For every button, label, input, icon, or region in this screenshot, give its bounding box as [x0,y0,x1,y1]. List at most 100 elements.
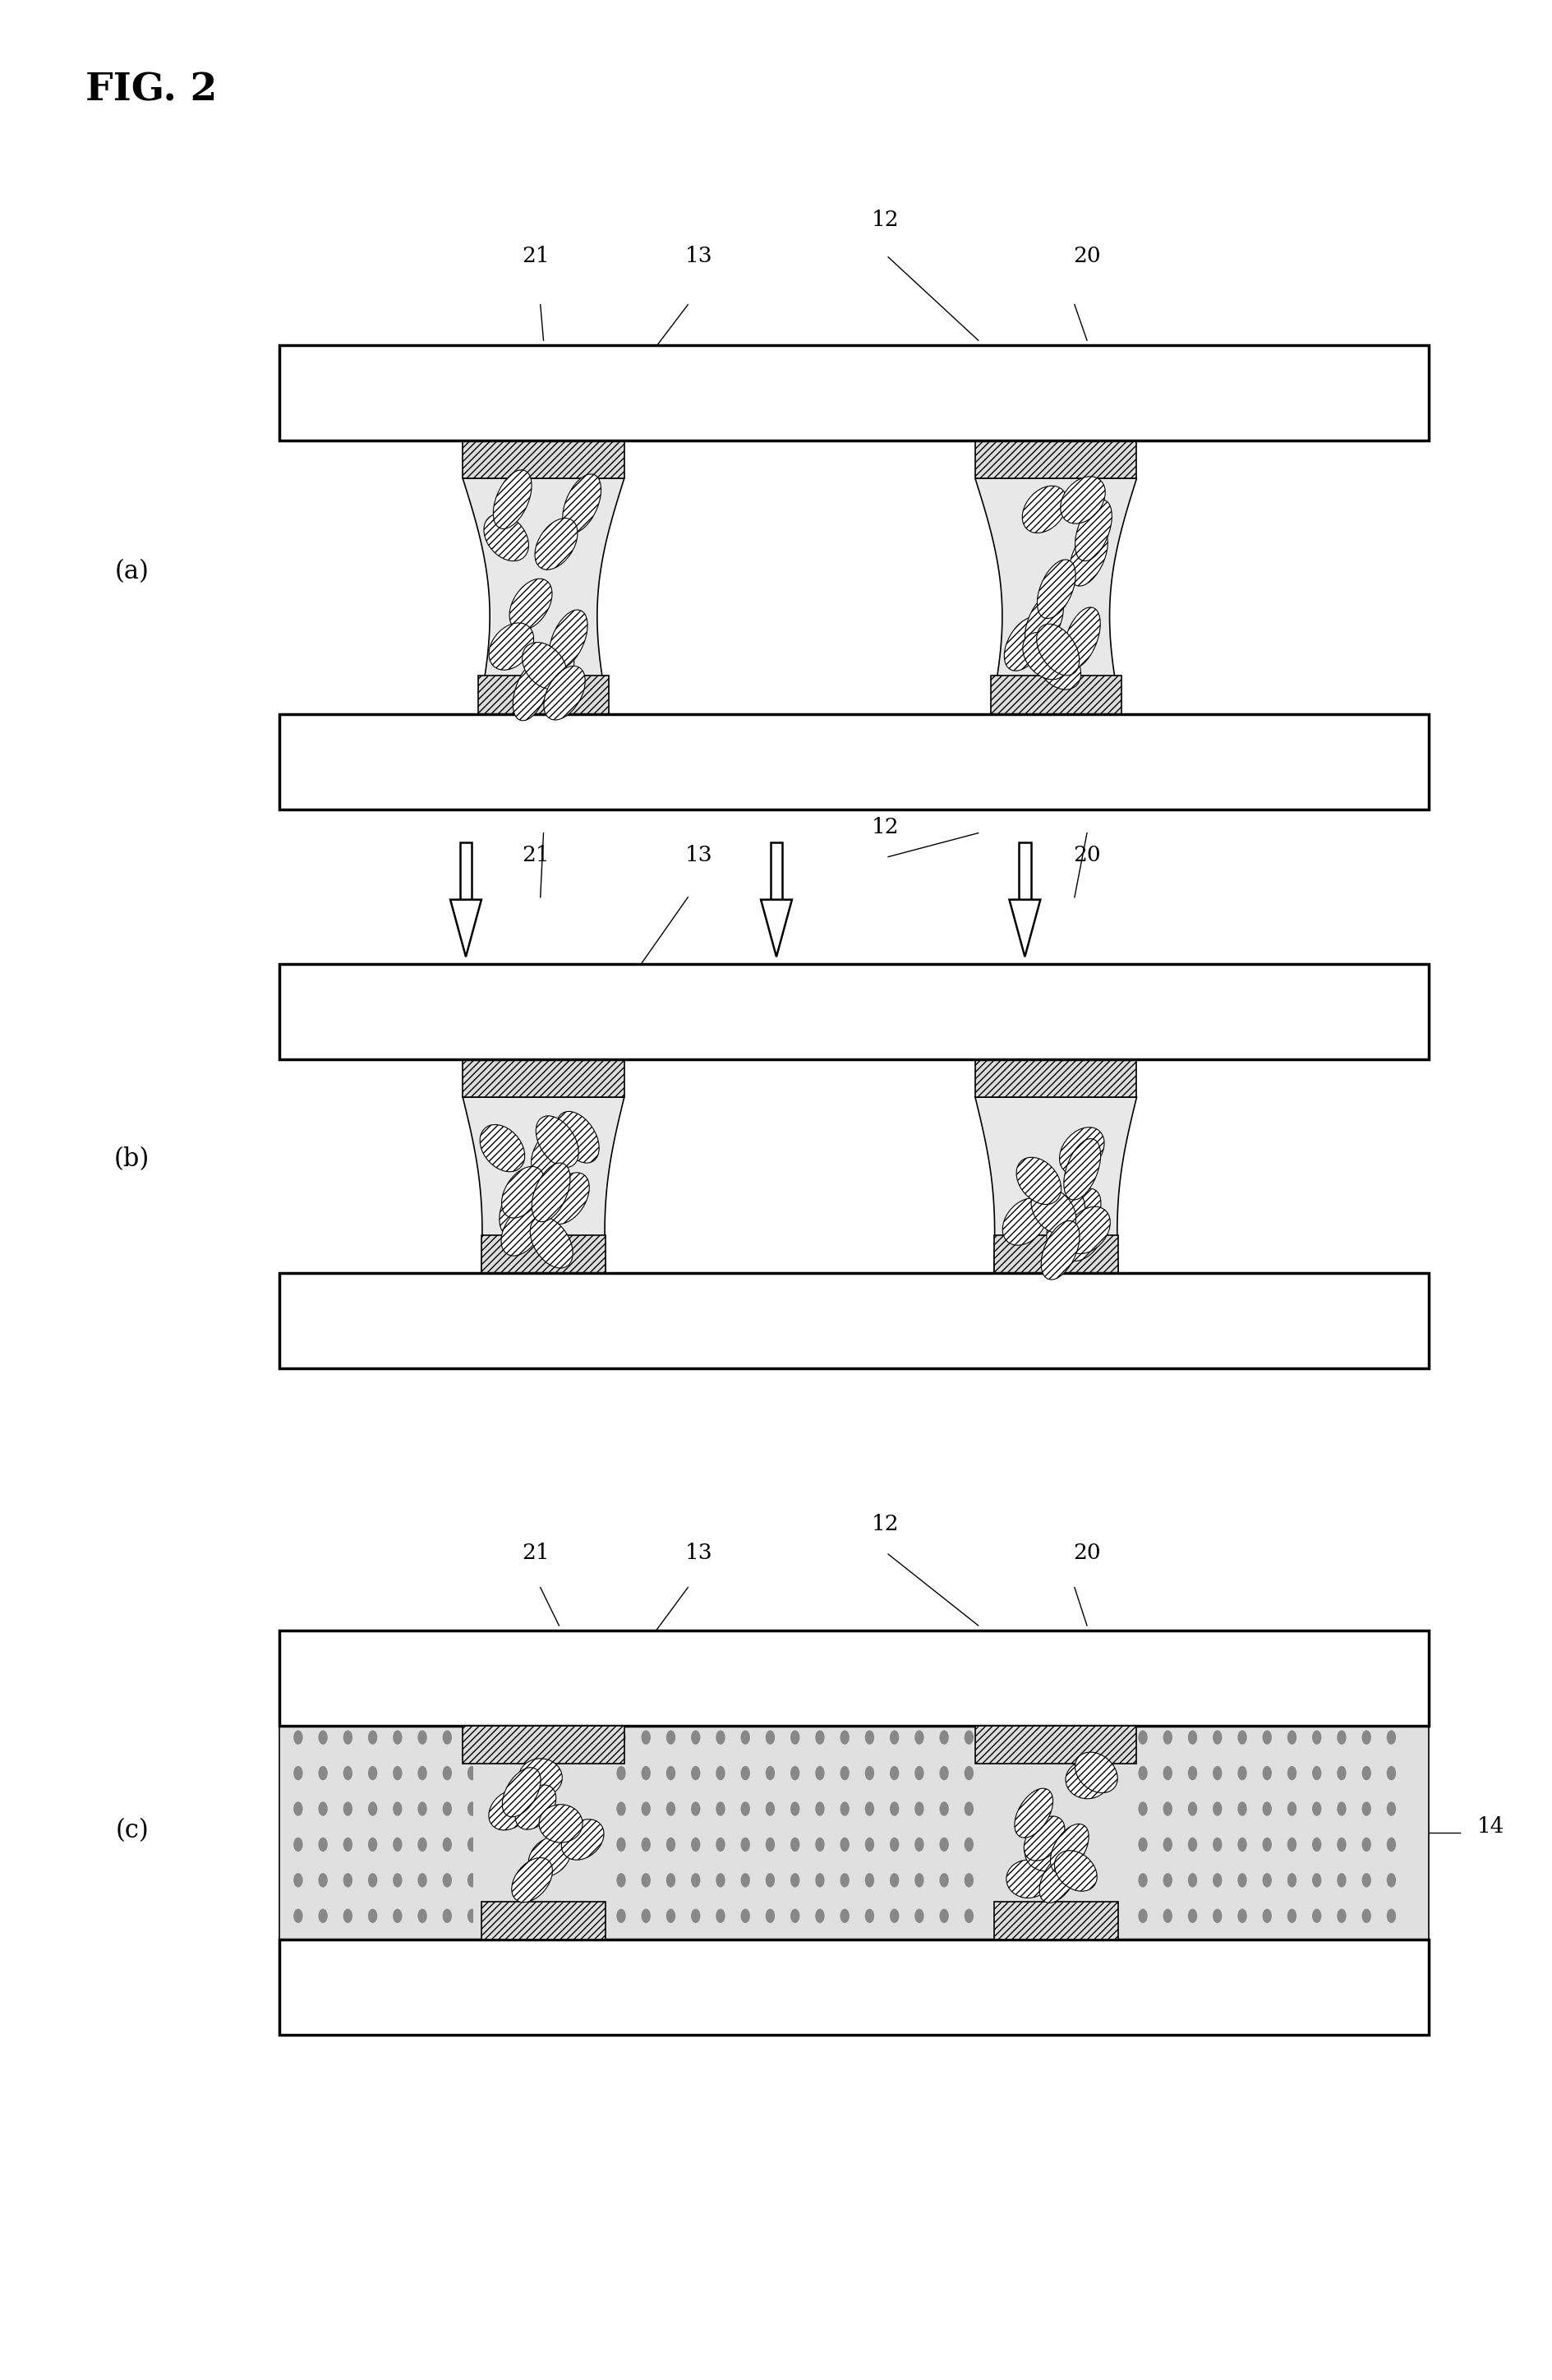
Circle shape [889,1766,899,1780]
Ellipse shape [1038,1854,1077,1902]
Bar [462,440,624,478]
Polygon shape [975,1097,1136,1273]
Circle shape [1187,1873,1197,1887]
Circle shape [666,1837,675,1852]
Circle shape [641,1909,650,1923]
Circle shape [1287,1873,1296,1887]
Ellipse shape [480,1126,525,1171]
Circle shape [343,1909,352,1923]
Circle shape [293,1909,303,1923]
Polygon shape [462,478,624,714]
Ellipse shape [501,1166,545,1219]
Circle shape [542,1873,551,1887]
Circle shape [889,1873,899,1887]
Circle shape [1038,1909,1048,1923]
Circle shape [864,1909,874,1923]
Circle shape [1162,1766,1172,1780]
Circle shape [393,1766,402,1780]
Circle shape [790,1909,799,1923]
Circle shape [1088,1730,1097,1745]
Circle shape [517,1837,526,1852]
Circle shape [393,1909,402,1923]
Circle shape [1038,1730,1048,1745]
Ellipse shape [549,609,587,669]
Ellipse shape [1062,1209,1105,1261]
Circle shape [765,1909,774,1923]
Circle shape [368,1730,377,1745]
Circle shape [1212,1873,1221,1887]
Ellipse shape [506,1780,548,1821]
Circle shape [616,1873,625,1887]
Circle shape [1113,1730,1122,1745]
Circle shape [1038,1766,1048,1780]
Text: (c): (c) [115,1818,149,1842]
Circle shape [740,1909,750,1923]
Circle shape [467,1730,476,1745]
Circle shape [1386,1873,1395,1887]
Circle shape [293,1730,303,1745]
Circle shape [1088,1873,1097,1887]
Circle shape [1113,1873,1122,1887]
Circle shape [393,1802,402,1816]
Circle shape [1013,1837,1023,1852]
Circle shape [393,1873,402,1887]
Circle shape [715,1730,725,1745]
Circle shape [517,1766,526,1780]
Circle shape [914,1873,923,1887]
Circle shape [616,1730,625,1745]
Circle shape [318,1802,327,1816]
Circle shape [467,1766,476,1780]
Circle shape [1162,1873,1172,1887]
Ellipse shape [512,1859,553,1902]
Circle shape [318,1909,327,1923]
Circle shape [417,1766,427,1780]
Circle shape [591,1802,601,1816]
Circle shape [1063,1766,1072,1780]
Circle shape [1262,1802,1271,1816]
Ellipse shape [1063,1138,1100,1200]
Bar [990,676,1121,714]
Circle shape [765,1837,774,1852]
Text: 20: 20 [1072,1542,1100,1564]
Bar [279,714,1428,809]
Circle shape [1262,1873,1271,1887]
Circle shape [740,1873,750,1887]
Bar [279,1940,1428,2035]
Circle shape [1311,1873,1321,1887]
Circle shape [1063,1909,1072,1923]
Circle shape [1287,1766,1296,1780]
Circle shape [964,1837,973,1852]
Circle shape [293,1873,303,1887]
Circle shape [864,1837,874,1852]
Circle shape [1287,1837,1296,1852]
Ellipse shape [1023,633,1066,681]
Circle shape [1063,1873,1072,1887]
Circle shape [1361,1909,1370,1923]
Circle shape [765,1802,774,1816]
Bar [993,1235,1117,1273]
Circle shape [517,1873,526,1887]
Circle shape [666,1873,675,1887]
Circle shape [393,1730,402,1745]
Circle shape [368,1766,377,1780]
Circle shape [790,1802,799,1816]
Circle shape [964,1909,973,1923]
Circle shape [840,1873,849,1887]
Ellipse shape [1060,476,1105,524]
Circle shape [591,1909,601,1923]
Circle shape [740,1766,750,1780]
Circle shape [566,1766,576,1780]
Circle shape [1162,1909,1172,1923]
Circle shape [790,1730,799,1745]
Circle shape [715,1909,725,1923]
Circle shape [492,1730,501,1745]
Text: 12: 12 [871,1514,899,1535]
Circle shape [517,1730,526,1745]
Circle shape [1386,1730,1395,1745]
Circle shape [964,1802,973,1816]
Circle shape [616,1802,625,1816]
Circle shape [939,1802,948,1816]
Circle shape [542,1909,551,1923]
Circle shape [740,1837,750,1852]
Circle shape [616,1909,625,1923]
